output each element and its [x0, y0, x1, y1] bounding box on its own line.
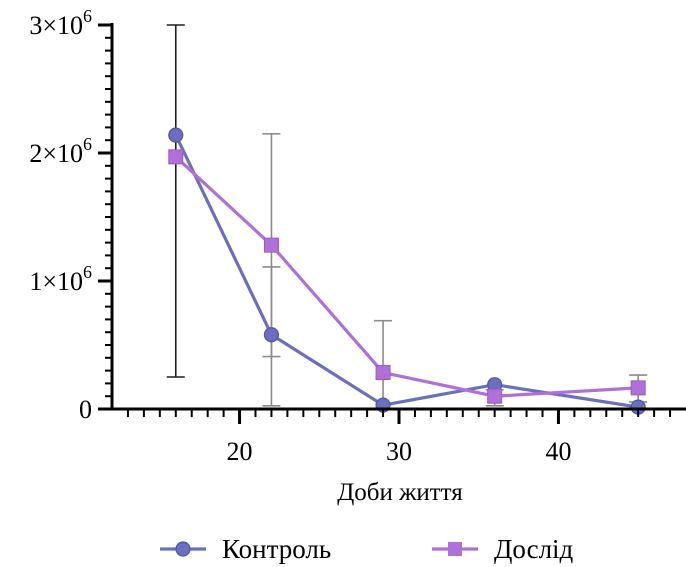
- data-point-square: [168, 149, 184, 165]
- y-tick-label: 1×106: [29, 262, 92, 296]
- legend: Контроль Дослід: [160, 534, 574, 564]
- data-point-square: [263, 237, 279, 253]
- axes: [98, 23, 686, 424]
- y-tick-exponent: 6: [83, 6, 92, 26]
- y-tick-label: 0: [79, 395, 92, 424]
- y-tick-labels: 0 1×106 2×106 3×106: [29, 6, 92, 424]
- series-lines: [174, 134, 639, 409]
- data-point-square: [375, 365, 391, 381]
- series-line-Контроль: [174, 134, 639, 409]
- legend-marker-square: [448, 542, 462, 556]
- x-tick-labels: 20 30 40: [227, 437, 572, 466]
- x-axis-title: Доби життя: [337, 479, 463, 506]
- legend-marker-circle: [175, 541, 191, 557]
- legend-label: Дослід: [494, 534, 574, 564]
- data-point-circle: [168, 127, 184, 143]
- data-point-square: [630, 380, 646, 396]
- data-point-square: [487, 388, 503, 404]
- y-tick-exponent: 6: [83, 134, 92, 154]
- x-tick-label: 40: [545, 437, 571, 466]
- y-tick-exponent: 6: [83, 262, 92, 282]
- legend-label: Контроль: [222, 534, 331, 564]
- data-point-circle: [263, 327, 280, 343]
- y-tick-label: 3×106: [29, 6, 92, 40]
- x-tick-label: 20: [227, 437, 253, 466]
- x-tick-label: 30: [386, 437, 412, 466]
- y-tick-label: 2×106: [29, 134, 92, 168]
